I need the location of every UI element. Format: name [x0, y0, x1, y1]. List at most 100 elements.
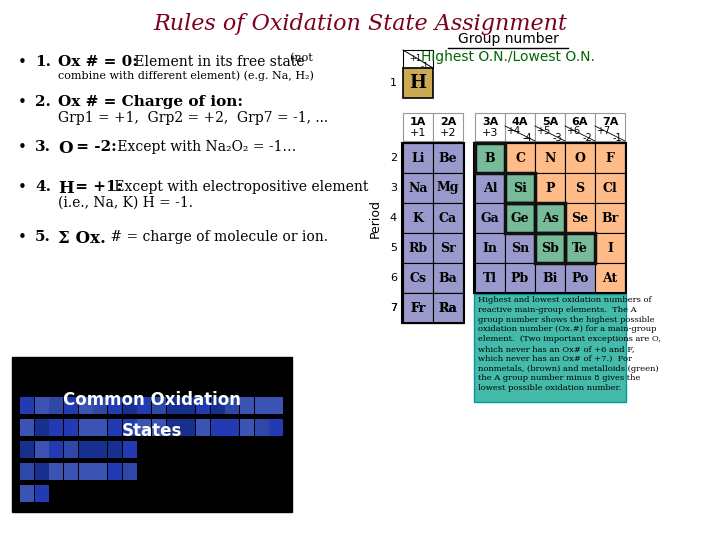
Bar [475, 113, 505, 141]
Text: Mg: Mg [437, 181, 459, 194]
Bar [108, 419, 122, 436]
Text: = -2:: = -2: [71, 140, 117, 154]
Bar [50, 397, 63, 414]
Bar [152, 419, 166, 436]
Bar [64, 463, 78, 480]
Text: Element in its free state: Element in its free state [130, 55, 305, 69]
Bar [535, 233, 565, 263]
Text: (not: (not [283, 53, 312, 63]
Text: H: H [410, 74, 426, 92]
Bar [20, 397, 34, 414]
Text: 5.: 5. [35, 230, 51, 244]
Text: +2: +2 [440, 128, 456, 138]
Bar [35, 485, 48, 502]
Bar [535, 233, 565, 263]
Text: -3: -3 [553, 133, 562, 143]
Bar [181, 397, 195, 414]
Bar [211, 419, 225, 436]
Text: 7: 7 [390, 303, 397, 313]
Bar [535, 263, 565, 293]
Bar [20, 419, 34, 436]
Text: 4A: 4A [512, 117, 528, 127]
Text: In: In [482, 241, 498, 254]
Bar [50, 463, 63, 480]
Bar [403, 173, 433, 203]
Text: 3: 3 [390, 183, 397, 193]
Text: Except with Na₂O₂ = -1…: Except with Na₂O₂ = -1… [113, 140, 296, 154]
Bar [225, 419, 239, 436]
Text: •: • [18, 230, 27, 245]
Text: Σ Ox.: Σ Ox. [58, 230, 106, 247]
Text: -1: -1 [420, 62, 429, 71]
Bar [535, 203, 565, 233]
Bar [475, 173, 505, 203]
Bar [535, 173, 565, 203]
Bar [565, 173, 595, 203]
Bar [94, 397, 107, 414]
Text: N: N [544, 152, 556, 165]
Bar [64, 419, 78, 436]
Bar [505, 263, 535, 293]
Text: Cl: Cl [603, 181, 617, 194]
Text: 1A: 1A [410, 117, 426, 127]
Bar [565, 203, 595, 233]
Bar [505, 113, 535, 141]
Bar [595, 113, 625, 141]
Bar [403, 293, 433, 323]
Bar [255, 397, 269, 414]
Text: 4: 4 [390, 213, 397, 223]
Text: Bi: Bi [542, 272, 558, 285]
Bar [196, 419, 210, 436]
Bar [403, 113, 433, 141]
Text: •: • [18, 55, 27, 70]
Text: Si: Si [513, 181, 527, 194]
Bar [94, 441, 107, 458]
Text: +5: +5 [536, 126, 551, 136]
Text: 3.: 3. [35, 140, 51, 154]
Text: S: S [575, 181, 585, 194]
Bar [94, 463, 107, 480]
Bar [565, 233, 595, 263]
Bar [122, 441, 137, 458]
Text: Ra: Ra [438, 301, 457, 314]
Bar [78, 463, 93, 480]
Bar [535, 203, 565, 233]
Text: Rb: Rb [408, 241, 428, 254]
Text: 1: 1 [390, 78, 397, 88]
Text: Grp1 = +1,  Grp2 = +2,  Grp7 = -1, ...: Grp1 = +1, Grp2 = +2, Grp7 = -1, ... [58, 111, 328, 125]
Bar [211, 397, 225, 414]
Bar [433, 143, 463, 173]
Bar [196, 397, 210, 414]
Text: -1: -1 [613, 133, 622, 143]
Bar [433, 113, 463, 141]
Text: Ge: Ge [510, 212, 529, 225]
Text: Fr: Fr [410, 301, 426, 314]
Bar [535, 143, 565, 173]
Text: C: C [515, 152, 525, 165]
Bar [20, 441, 34, 458]
Bar [475, 233, 505, 263]
Text: Period: Period [369, 199, 382, 238]
Text: Group number: Group number [458, 32, 559, 46]
Text: Pb: Pb [511, 272, 529, 285]
Bar [565, 143, 595, 173]
Bar [108, 397, 122, 414]
Text: 2A: 2A [440, 117, 456, 127]
Bar [138, 397, 151, 414]
Text: Sr: Sr [440, 241, 456, 254]
Bar [35, 463, 48, 480]
Text: Highest and lowest oxidation numbers of
reactive main-group elements.  The A
gro: Highest and lowest oxidation numbers of … [478, 296, 661, 392]
Bar [433, 233, 463, 263]
Text: Na: Na [408, 181, 428, 194]
Bar [565, 113, 595, 141]
Bar [50, 419, 63, 436]
Bar [475, 143, 505, 173]
Text: +4: +4 [506, 126, 521, 136]
Text: P: P [545, 181, 554, 194]
Bar [108, 441, 122, 458]
Text: 5A: 5A [542, 117, 558, 127]
Bar [403, 68, 433, 98]
Bar [403, 233, 433, 263]
Bar [433, 263, 463, 293]
Text: O: O [58, 140, 73, 157]
